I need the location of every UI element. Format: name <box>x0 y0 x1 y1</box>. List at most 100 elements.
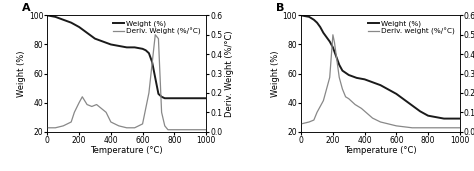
Deriv. Weight (%/°C) <box>146 92 152 94</box>
Y-axis label: Deriv. Weight (%/°C): Deriv. Weight (%/°C) <box>225 30 234 117</box>
Deriv. weight (%/°C) <box>393 125 399 127</box>
Weight (%) <box>311 19 317 21</box>
Deriv. Weight (%/°C) <box>99 107 104 109</box>
Weight (%) <box>401 99 407 101</box>
Deriv. Weight (%/°C) <box>53 127 58 129</box>
Deriv. weight (%/°C) <box>298 123 304 125</box>
Weight (%) <box>108 43 114 45</box>
Deriv. Weight (%/°C) <box>187 129 193 131</box>
Deriv. Weight (%/°C) <box>60 125 66 127</box>
Deriv. weight (%/°C) <box>359 107 365 109</box>
Weight (%) <box>100 41 106 43</box>
Weight (%) <box>320 32 326 34</box>
Weight (%) <box>162 97 168 99</box>
Weight (%) <box>362 78 367 80</box>
Weight (%) <box>333 55 339 57</box>
Deriv. Weight (%/°C) <box>94 103 100 106</box>
Weight (%) <box>324 36 329 38</box>
Weight (%) <box>155 93 161 95</box>
Weight (%) <box>417 110 423 112</box>
Weight (%) <box>298 14 304 16</box>
Weight (%) <box>179 97 185 99</box>
Deriv. Weight (%/°C) <box>153 34 158 36</box>
Deriv. Weight (%/°C) <box>84 103 90 106</box>
Weight (%) <box>143 49 148 51</box>
Weight (%) <box>433 116 439 118</box>
Deriv. Weight (%/°C) <box>80 96 85 98</box>
Weight (%) <box>339 70 345 72</box>
Deriv. weight (%/°C) <box>457 127 463 129</box>
Deriv. weight (%/°C) <box>311 119 317 121</box>
Y-axis label: Weight (%): Weight (%) <box>17 50 26 97</box>
Deriv. weight (%/°C) <box>339 88 345 90</box>
Deriv. Weight (%/°C) <box>89 106 95 108</box>
Deriv. Weight (%/°C) <box>76 102 82 104</box>
Weight (%) <box>60 19 66 21</box>
Legend: Weight (%), Deriv. Weight (%/°C): Weight (%), Deriv. Weight (%/°C) <box>112 19 202 37</box>
Deriv. Weight (%/°C) <box>108 121 114 123</box>
Weight (%) <box>457 118 463 120</box>
Weight (%) <box>146 52 152 54</box>
Legend: Weight (%), Deriv. weight (%/°C): Weight (%), Deriv. weight (%/°C) <box>366 19 456 37</box>
Deriv. Weight (%/°C) <box>203 129 209 131</box>
Weight (%) <box>92 38 98 40</box>
Deriv. Weight (%/°C) <box>165 129 171 131</box>
Y-axis label: Weight (%): Weight (%) <box>271 50 280 97</box>
Weight (%) <box>140 48 146 50</box>
Weight (%) <box>149 61 155 63</box>
Weight (%) <box>385 89 391 91</box>
Text: A: A <box>22 3 31 13</box>
Weight (%) <box>84 32 90 34</box>
Weight (%) <box>124 46 129 48</box>
Deriv. weight (%/°C) <box>425 127 431 129</box>
Weight (%) <box>53 16 58 18</box>
Deriv. weight (%/°C) <box>378 121 383 123</box>
Deriv. Weight (%/°C) <box>155 38 161 40</box>
Weight (%) <box>354 77 359 79</box>
Deriv. weight (%/°C) <box>441 127 447 129</box>
Line: Deriv. Weight (%/°C): Deriv. Weight (%/°C) <box>47 35 206 130</box>
Weight (%) <box>172 97 177 99</box>
Weight (%) <box>68 22 74 24</box>
Line: Weight (%): Weight (%) <box>301 15 460 119</box>
Deriv. weight (%/°C) <box>306 121 312 123</box>
Deriv. weight (%/°C) <box>324 88 329 90</box>
Weight (%) <box>378 84 383 86</box>
Text: B: B <box>276 3 284 13</box>
Deriv. Weight (%/°C) <box>45 127 50 129</box>
Deriv. weight (%/°C) <box>343 96 348 98</box>
Weight (%) <box>203 97 209 99</box>
Weight (%) <box>314 22 320 24</box>
Line: Deriv. weight (%/°C): Deriv. weight (%/°C) <box>301 35 460 128</box>
X-axis label: Temperature (°C): Temperature (°C) <box>91 146 163 155</box>
Weight (%) <box>441 118 447 120</box>
Weight (%) <box>45 14 50 16</box>
Weight (%) <box>393 93 399 95</box>
Deriv. weight (%/°C) <box>337 76 342 78</box>
Weight (%) <box>337 64 342 66</box>
Weight (%) <box>153 77 158 79</box>
Deriv. Weight (%/°C) <box>68 121 74 123</box>
X-axis label: Temperature (°C): Temperature (°C) <box>344 146 417 155</box>
Weight (%) <box>327 41 333 43</box>
Weight (%) <box>425 115 431 117</box>
Weight (%) <box>116 45 122 47</box>
Deriv. Weight (%/°C) <box>116 125 122 127</box>
Deriv. Weight (%/°C) <box>140 123 146 125</box>
Deriv. weight (%/°C) <box>410 127 415 129</box>
Weight (%) <box>449 118 455 120</box>
Deriv. weight (%/°C) <box>320 100 326 102</box>
Weight (%) <box>306 16 312 18</box>
Deriv. Weight (%/°C) <box>172 129 177 131</box>
Deriv. Weight (%/°C) <box>124 127 129 129</box>
Deriv. weight (%/°C) <box>346 98 352 100</box>
Weight (%) <box>346 74 352 76</box>
Deriv. weight (%/°C) <box>314 111 320 113</box>
Weight (%) <box>330 46 336 48</box>
Weight (%) <box>195 97 201 99</box>
Deriv. Weight (%/°C) <box>103 111 109 113</box>
Deriv. Weight (%/°C) <box>72 111 77 113</box>
Deriv. Weight (%/°C) <box>162 125 168 127</box>
Deriv. weight (%/°C) <box>370 117 375 119</box>
Weight (%) <box>318 26 323 28</box>
